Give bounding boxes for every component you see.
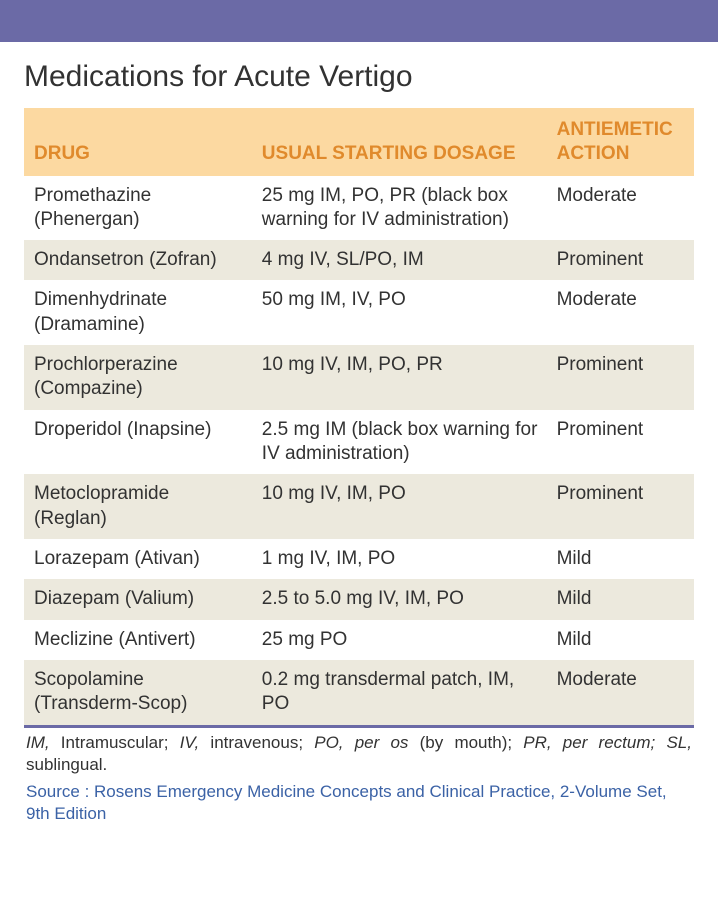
cell-action: Mild <box>547 620 694 660</box>
cell-drug: Ondansetron (Zofran) <box>24 240 252 280</box>
table-row: Diazepam (Valium)2.5 to 5.0 mg IV, IM, P… <box>24 579 694 619</box>
col-header-action: ANTIEMETIC ACTION <box>547 108 694 176</box>
cell-dosage: 10 mg IV, IM, PO <box>252 474 547 539</box>
cell-dosage: 10 mg IV, IM, PO, PR <box>252 345 547 410</box>
cell-drug: Prochlorperazine (Compazine) <box>24 345 252 410</box>
table-row: Droperidol (Inapsine)2.5 mg IM (black bo… <box>24 410 694 475</box>
page-title: Medications for Acute Vertigo <box>24 60 694 94</box>
cell-dosage: 50 mg IM, IV, PO <box>252 280 547 345</box>
cell-action: Mild <box>547 539 694 579</box>
cell-dosage: 4 mg IV, SL/PO, IM <box>252 240 547 280</box>
cell-drug: Meclizine (Antivert) <box>24 620 252 660</box>
abbr-iv-def: intravenous; <box>199 733 314 752</box>
table-row: Scopolamine (Transderm-Scop)0.2 mg trans… <box>24 660 694 725</box>
page-container: Medications for Acute Vertigo DRUG USUAL… <box>0 0 718 844</box>
cell-drug: Scopolamine (Transderm-Scop) <box>24 660 252 725</box>
cell-dosage: 1 mg IV, IM, PO <box>252 539 547 579</box>
abbr-pr: PR, per rectum; <box>523 733 655 752</box>
cell-drug: Dimenhydrinate (Dramamine) <box>24 280 252 345</box>
content-area: Medications for Acute Vertigo DRUG USUAL… <box>0 42 718 844</box>
top-bar <box>0 0 718 42</box>
table-header-row: DRUG USUAL STARTING DOSAGE ANTIEMETIC AC… <box>24 108 694 176</box>
source-citation: Source : Rosens Emergency Medicine Conce… <box>24 777 694 825</box>
abbr-po: PO, per os <box>314 733 408 752</box>
table-row: Ondansetron (Zofran)4 mg IV, SL/PO, IMPr… <box>24 240 694 280</box>
cell-action: Moderate <box>547 660 694 725</box>
cell-action: Mild <box>547 579 694 619</box>
table-row: Promethazine (Phenergan)25 mg IM, PO, PR… <box>24 176 694 241</box>
table-row: Meclizine (Antivert)25 mg POMild <box>24 620 694 660</box>
abbr-iv: IV, <box>180 733 200 752</box>
cell-drug: Metoclopramide (Reglan) <box>24 474 252 539</box>
cell-action: Prominent <box>547 474 694 539</box>
col-header-dosage: USUAL STARTING DOSAGE <box>252 108 547 176</box>
cell-action: Moderate <box>547 176 694 241</box>
abbr-pr-def <box>655 733 666 752</box>
medication-table: DRUG USUAL STARTING DOSAGE ANTIEMETIC AC… <box>24 108 694 728</box>
table-row: Lorazepam (Ativan)1 mg IV, IM, POMild <box>24 539 694 579</box>
abbr-im: IM, <box>26 733 50 752</box>
cell-action: Prominent <box>547 410 694 475</box>
cell-drug: Diazepam (Valium) <box>24 579 252 619</box>
abbr-sl-def: sublingual. <box>26 755 107 774</box>
cell-dosage: 2.5 to 5.0 mg IV, IM, PO <box>252 579 547 619</box>
cell-drug: Droperidol (Inapsine) <box>24 410 252 475</box>
cell-dosage: 25 mg IM, PO, PR (black box warning for … <box>252 176 547 241</box>
abbreviation-footnote: IM, Intramuscular; IV, intravenous; PO, … <box>24 728 694 778</box>
cell-drug: Promethazine (Phenergan) <box>24 176 252 241</box>
abbr-im-def: Intramuscular; <box>50 733 180 752</box>
abbr-po-def: (by mouth); <box>408 733 523 752</box>
table-row: Metoclopramide (Reglan)10 mg IV, IM, POP… <box>24 474 694 539</box>
cell-dosage: 0.2 mg transdermal patch, IM, PO <box>252 660 547 725</box>
cell-action: Prominent <box>547 345 694 410</box>
cell-drug: Lorazepam (Ativan) <box>24 539 252 579</box>
cell-dosage: 25 mg PO <box>252 620 547 660</box>
table-row: Prochlorperazine (Compazine)10 mg IV, IM… <box>24 345 694 410</box>
table-row: Dimenhydrinate (Dramamine)50 mg IM, IV, … <box>24 280 694 345</box>
col-header-drug: DRUG <box>24 108 252 176</box>
cell-action: Prominent <box>547 240 694 280</box>
abbr-sl: SL, <box>666 733 692 752</box>
cell-action: Moderate <box>547 280 694 345</box>
cell-dosage: 2.5 mg IM (black box warning for IV admi… <box>252 410 547 475</box>
